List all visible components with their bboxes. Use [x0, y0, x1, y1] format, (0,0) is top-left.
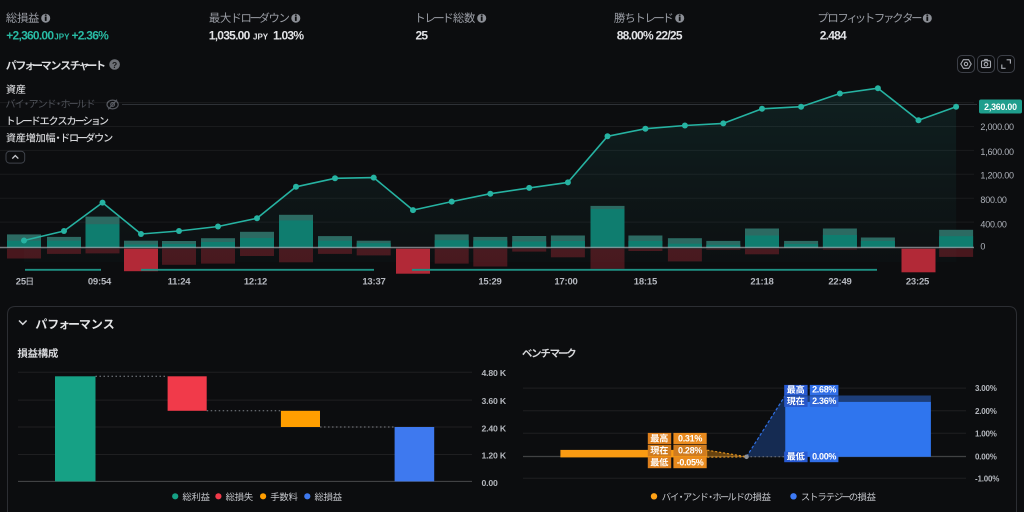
svg-text:1.03%: 1.03%: [273, 29, 304, 43]
svg-text:+2,360.00: +2,360.00: [6, 29, 54, 43]
svg-text:1,600.00: 1,600.00: [980, 147, 1014, 157]
svg-text:25: 25: [416, 29, 429, 43]
svg-text:88.00%: 88.00%: [617, 29, 654, 43]
svg-text:0.00: 0.00: [482, 478, 498, 488]
svg-text:2.68%: 2.68%: [812, 385, 836, 395]
svg-text:2,360.00: 2,360.00: [984, 102, 1017, 112]
svg-text:3.00%: 3.00%: [975, 384, 997, 393]
svg-text:2.484: 2.484: [820, 29, 847, 43]
svg-text:800.00: 800.00: [980, 195, 1007, 205]
svg-text:2.40 K: 2.40 K: [482, 423, 507, 433]
svg-text:2,000.00: 2,000.00: [980, 122, 1014, 132]
svg-text:JPY: JPY: [253, 33, 269, 42]
svg-text:11:24: 11:24: [168, 277, 192, 288]
svg-text:JPY: JPY: [54, 33, 70, 42]
svg-text:0: 0: [980, 242, 985, 252]
svg-text:22/25: 22/25: [656, 29, 683, 43]
svg-text:09:54: 09:54: [88, 277, 112, 288]
svg-text:0.28%: 0.28%: [678, 445, 702, 455]
svg-text:21:18: 21:18: [750, 277, 773, 288]
svg-text:23:25: 23:25: [906, 277, 930, 288]
svg-text:1.20 K: 1.20 K: [482, 450, 507, 460]
svg-text:-1.00%: -1.00%: [975, 474, 999, 483]
svg-text:25: 25: [16, 277, 27, 288]
svg-text:1,035.00: 1,035.00: [209, 29, 251, 43]
svg-text:4.80 K: 4.80 K: [482, 368, 507, 378]
svg-text:17:00: 17:00: [554, 277, 577, 288]
svg-text:-0.05%: -0.05%: [677, 457, 704, 467]
svg-text:400.00: 400.00: [980, 220, 1007, 230]
svg-text:1,200.00: 1,200.00: [980, 171, 1014, 181]
svg-text:0.00%: 0.00%: [975, 452, 997, 461]
svg-text:12:12: 12:12: [244, 277, 267, 288]
svg-text:18:15: 18:15: [634, 277, 658, 288]
svg-text:3.60 K: 3.60 K: [482, 396, 507, 406]
svg-text:1.00%: 1.00%: [975, 429, 997, 438]
svg-text:15:29: 15:29: [478, 277, 501, 288]
svg-text:22:49: 22:49: [828, 277, 851, 288]
svg-text:2.00%: 2.00%: [975, 407, 997, 416]
svg-text:13:37: 13:37: [362, 277, 385, 288]
svg-text:+2.36%: +2.36%: [72, 29, 110, 43]
svg-text:2.36%: 2.36%: [812, 396, 836, 406]
svg-text:?: ?: [112, 60, 117, 70]
svg-text:0.31%: 0.31%: [678, 433, 702, 443]
svg-text:0.00%: 0.00%: [812, 451, 836, 461]
